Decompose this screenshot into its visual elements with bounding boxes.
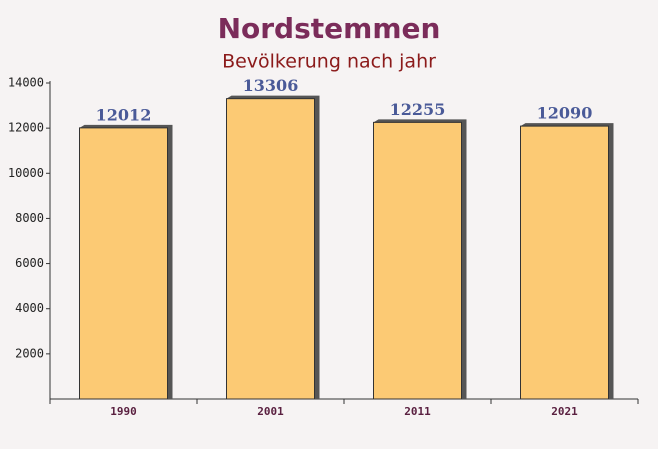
y-tick-label: 12000 xyxy=(8,121,44,135)
bar xyxy=(373,121,462,400)
y-tick-label: 2000 xyxy=(15,346,44,360)
chart-title: Nordstemmen xyxy=(218,12,441,45)
y-tick-label: 10000 xyxy=(8,166,44,180)
y-tick-label: 8000 xyxy=(15,211,44,225)
x-tick-label: 2011 xyxy=(404,405,431,418)
value-label: 12090 xyxy=(537,104,593,123)
value-label: 12012 xyxy=(96,105,152,124)
y-tick-label: 14000 xyxy=(8,76,44,90)
y-tick-label: 4000 xyxy=(15,301,44,315)
bar xyxy=(520,125,609,400)
bar xyxy=(79,127,168,400)
chart-subtitle: Bevölkerung nach jahr xyxy=(222,51,436,73)
x-tick-label: 2001 xyxy=(257,405,284,418)
x-tick-label: 2021 xyxy=(551,405,578,418)
y-tick-label: 6000 xyxy=(15,256,44,270)
value-label: 13306 xyxy=(243,76,299,95)
value-label: 12255 xyxy=(390,100,446,119)
bar xyxy=(226,98,315,400)
x-tick-label: 1990 xyxy=(110,405,137,418)
